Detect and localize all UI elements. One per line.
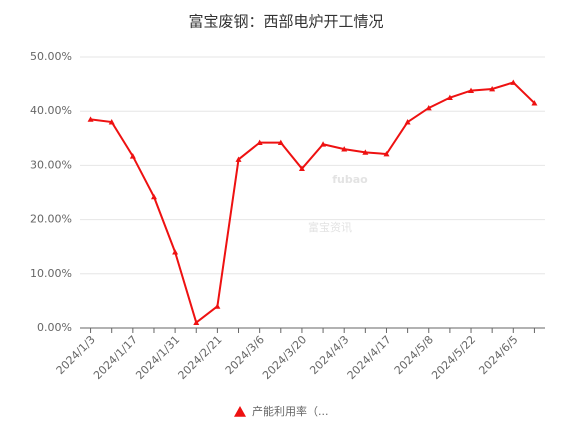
y-tick-label: 30.00% bbox=[30, 158, 72, 171]
x-tick-label: 2024/5/8 bbox=[392, 333, 436, 377]
x-tick-label: 2024/5/22 bbox=[429, 333, 478, 382]
y-tick-label: 20.00% bbox=[30, 213, 72, 226]
point bbox=[129, 153, 136, 159]
point bbox=[235, 156, 242, 162]
x-tick-label: 2024/1/17 bbox=[91, 333, 140, 382]
point bbox=[510, 79, 517, 85]
point bbox=[341, 146, 348, 152]
x-tick-label: 2024/3/20 bbox=[260, 333, 309, 382]
point bbox=[531, 100, 538, 106]
point bbox=[256, 139, 263, 146]
legend-label: 产能利用率（... bbox=[252, 404, 329, 418]
point bbox=[362, 149, 369, 155]
line bbox=[90, 81, 536, 325]
point bbox=[150, 193, 157, 200]
watermark: 富宝资讯 bbox=[308, 220, 352, 234]
y-tick-label: 40.00% bbox=[30, 104, 72, 117]
legend-marker bbox=[234, 406, 246, 417]
point bbox=[404, 119, 411, 125]
watermark: fubao bbox=[332, 173, 368, 186]
y-tick-label: 10.00% bbox=[30, 267, 72, 280]
point bbox=[87, 116, 94, 122]
y-tick-label: 50.00% bbox=[30, 50, 72, 63]
x-tick-label: 2024/2/21 bbox=[176, 333, 225, 382]
point bbox=[108, 119, 115, 125]
x-tick-label: 2024/4/17 bbox=[345, 333, 394, 382]
y-tick-label: 0.00% bbox=[37, 321, 72, 334]
point bbox=[193, 319, 200, 325]
point bbox=[298, 165, 305, 172]
point bbox=[320, 141, 327, 147]
point bbox=[383, 151, 390, 157]
point bbox=[425, 104, 432, 111]
x-tick-label: 2024/4/3 bbox=[307, 333, 351, 377]
chart-title: 富宝废钢：西部电炉开工情况 bbox=[188, 13, 383, 31]
point bbox=[446, 94, 453, 101]
x-tick-label: 2024/6/5 bbox=[476, 333, 520, 377]
x-tick-label: 2024/1/3 bbox=[54, 333, 98, 377]
x-tick-label: 2024/1/31 bbox=[133, 333, 182, 382]
point bbox=[214, 303, 221, 309]
point bbox=[277, 139, 284, 146]
point bbox=[489, 85, 496, 92]
x-tick-label: 2024/3/6 bbox=[223, 333, 267, 377]
point bbox=[172, 249, 179, 255]
point bbox=[468, 87, 475, 94]
